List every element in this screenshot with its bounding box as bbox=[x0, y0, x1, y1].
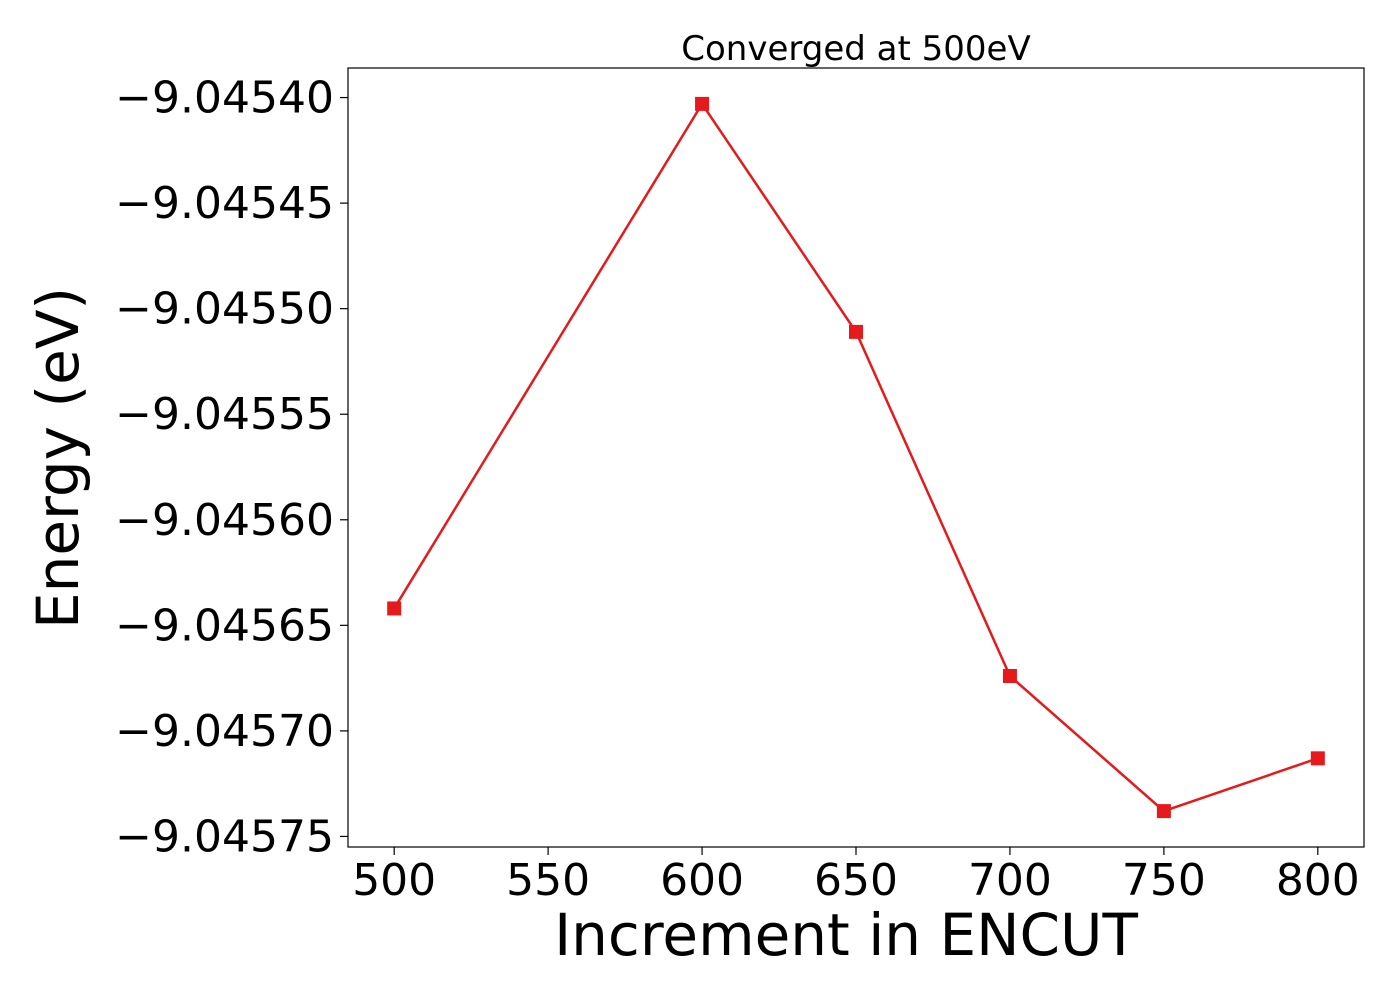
data-point-marker bbox=[1156, 804, 1171, 819]
x-tick-label: 500 bbox=[352, 855, 436, 906]
plot-area-frame bbox=[347, 67, 1365, 848]
data-point-marker bbox=[695, 96, 710, 111]
y-tick-label: −9.04550 bbox=[115, 284, 334, 335]
y-tick-label: −9.04575 bbox=[115, 811, 334, 862]
y-tick-label: −9.04570 bbox=[115, 706, 334, 757]
y-axis-label: Energy (eV) bbox=[24, 287, 92, 629]
y-tick-label: −9.04560 bbox=[115, 495, 334, 546]
series-line bbox=[393, 101, 1319, 813]
x-tick-label: 600 bbox=[660, 855, 744, 906]
data-point-marker bbox=[1002, 669, 1017, 683]
data-point-marker bbox=[1310, 751, 1325, 766]
x-tick-label: 750 bbox=[1122, 855, 1206, 906]
data-point-marker bbox=[849, 324, 863, 339]
data-point-marker bbox=[387, 601, 402, 616]
series-markers bbox=[387, 96, 1325, 819]
y-tick-label: −9.04540 bbox=[115, 73, 334, 124]
y-tick-label: −9.04545 bbox=[115, 178, 334, 229]
x-tick-label: 800 bbox=[1276, 855, 1360, 906]
x-tick-label: 550 bbox=[506, 855, 590, 906]
y-tick-label: −9.04565 bbox=[115, 600, 334, 651]
y-tick-label: −9.04555 bbox=[115, 389, 334, 440]
x-axis: 500 550 600 650 700 750 800 bbox=[352, 847, 1360, 906]
y-axis: −9.04540 −9.04545 −9.04550 −9.04555 −9.04560… bbox=[115, 73, 348, 862]
x-axis-label: Increment in ENCUT bbox=[554, 901, 1138, 969]
chart-title: Converged at 500eV bbox=[681, 29, 1030, 69]
x-tick-label: 700 bbox=[968, 855, 1052, 906]
x-tick-label: 650 bbox=[814, 855, 898, 906]
